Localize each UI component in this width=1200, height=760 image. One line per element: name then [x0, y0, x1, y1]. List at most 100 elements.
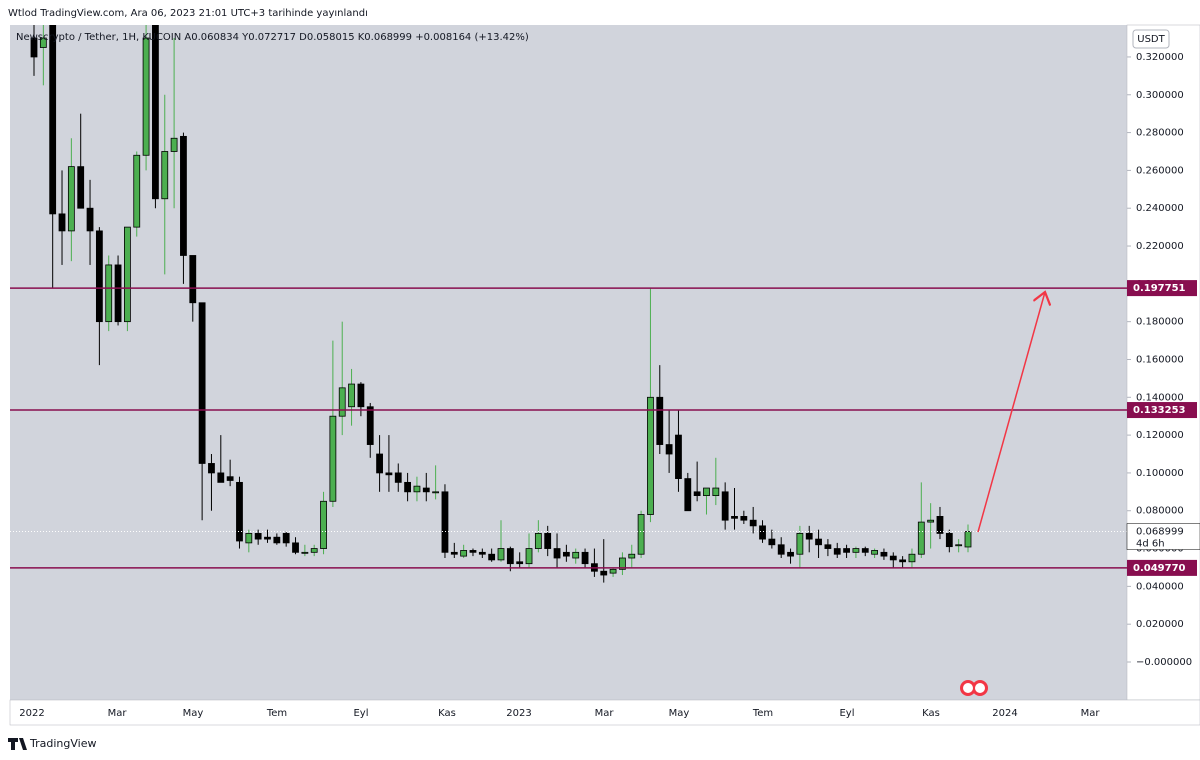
candle-body	[637, 514, 645, 555]
candle-body	[600, 570, 608, 576]
candle-body	[703, 487, 710, 497]
y-tick-label: 0.120000	[1136, 430, 1184, 441]
candle-body	[562, 551, 570, 557]
footer: TradingView	[29, 737, 96, 750]
level-label-box	[1127, 280, 1197, 297]
candle-body	[189, 255, 197, 304]
flag-icon	[960, 680, 988, 696]
candle-body	[413, 485, 421, 493]
y-tick-label: 0.020000	[1136, 619, 1184, 630]
candle-body	[693, 491, 701, 497]
candle-body	[516, 561, 524, 565]
candle-body	[245, 533, 253, 544]
candle-body	[787, 551, 794, 557]
candle-body	[161, 151, 169, 200]
candle-body	[310, 548, 318, 553]
y-tick-label: 0.320000	[1136, 52, 1184, 63]
x-tick-label: 2022	[19, 708, 44, 719]
candle-body	[404, 481, 412, 493]
candle-body	[843, 548, 850, 553]
candle-body	[544, 533, 552, 549]
candle-body	[684, 478, 692, 512]
candle-body	[478, 551, 486, 555]
countdown: 4d 6h	[1136, 539, 1165, 550]
plot	[10, 25, 1127, 583]
candle-body	[731, 516, 738, 519]
y-tick-label: 0.180000	[1136, 317, 1184, 328]
candle-body	[964, 531, 972, 548]
candle-body	[553, 548, 561, 559]
candle-body	[133, 154, 141, 228]
x-tick-label: May	[183, 708, 204, 719]
candle-body	[749, 519, 757, 527]
candle-body	[329, 415, 337, 502]
currency-button-label[interactable]: USDT	[1137, 34, 1165, 45]
candle-body	[927, 519, 935, 523]
candle-body	[506, 548, 514, 565]
candle-body	[180, 135, 187, 256]
y-tick-label: 0.300000	[1136, 90, 1184, 101]
candle-body	[497, 548, 505, 561]
currency-button[interactable]	[1132, 29, 1170, 49]
candle-body	[170, 137, 178, 152]
candle-body	[572, 551, 580, 559]
level-label-box	[1127, 559, 1197, 576]
candle-body	[226, 476, 234, 481]
x-tick-label: 2024	[992, 708, 1017, 719]
overlay: 0.320000 0.300000 0.280000 0.260000 0.240000…	[19, 52, 1200, 719]
price-label: 0.068999	[1136, 527, 1184, 538]
level-label-box	[1127, 402, 1197, 419]
level-label: 0.133253	[1133, 405, 1186, 416]
candle-body	[292, 542, 299, 553]
candle-body	[805, 533, 813, 540]
y-tick-label: 0.160000	[1136, 354, 1184, 365]
candle-body	[30, 37, 38, 58]
candle-body	[114, 264, 122, 323]
x-tick-label: Eyl	[839, 708, 854, 719]
candle-body	[525, 548, 533, 565]
candle-body	[852, 548, 860, 553]
x-tick-label: Kas	[922, 708, 940, 719]
candle-body	[534, 533, 542, 549]
candle-body	[469, 550, 477, 553]
x-tick-label: 2023	[506, 708, 531, 719]
level-label: 0.197751	[1133, 283, 1186, 294]
candle-body	[945, 533, 953, 548]
candle-body	[77, 166, 85, 209]
candle-body	[871, 550, 878, 555]
candle-body	[441, 491, 449, 553]
x-tick-label: Mar	[595, 708, 615, 719]
legend: Newscrypto / Tether, 1H, KUCOIN A0.06083…	[16, 32, 529, 43]
candle-body	[619, 557, 626, 570]
candle-body	[39, 37, 47, 48]
candle-body	[264, 536, 271, 540]
candle-body	[208, 463, 215, 474]
candle-body	[675, 434, 682, 479]
y-tick-label: 0.260000	[1136, 165, 1184, 176]
x-tick-label: Tem	[752, 708, 773, 719]
y-tick-label: 0.100000	[1136, 468, 1184, 479]
x-tick-label: Mar	[108, 708, 128, 719]
candle-body	[254, 533, 262, 540]
candle-body	[422, 487, 430, 493]
y-tick-label: 0.240000	[1136, 203, 1184, 214]
y-tick-label: 0.280000	[1136, 128, 1184, 139]
x-tick-label: Mar	[1081, 708, 1101, 719]
candle-body	[647, 396, 654, 515]
header: Wtlod TradingView.com, Ara 06, 2023 21:0…	[8, 8, 368, 19]
candle-body	[236, 481, 243, 542]
candle-body	[366, 406, 374, 445]
candle-body	[609, 568, 617, 574]
candle-body	[628, 553, 636, 559]
candle-body	[432, 491, 440, 494]
candle-body	[796, 533, 804, 555]
candle-body	[768, 538, 776, 546]
candle-body	[488, 553, 496, 561]
candle-body	[394, 472, 402, 483]
candle-body	[152, 25, 159, 200]
candle-body	[348, 383, 355, 408]
candle-body	[721, 491, 729, 521]
candle-body	[460, 550, 468, 557]
candle-body	[899, 559, 907, 563]
